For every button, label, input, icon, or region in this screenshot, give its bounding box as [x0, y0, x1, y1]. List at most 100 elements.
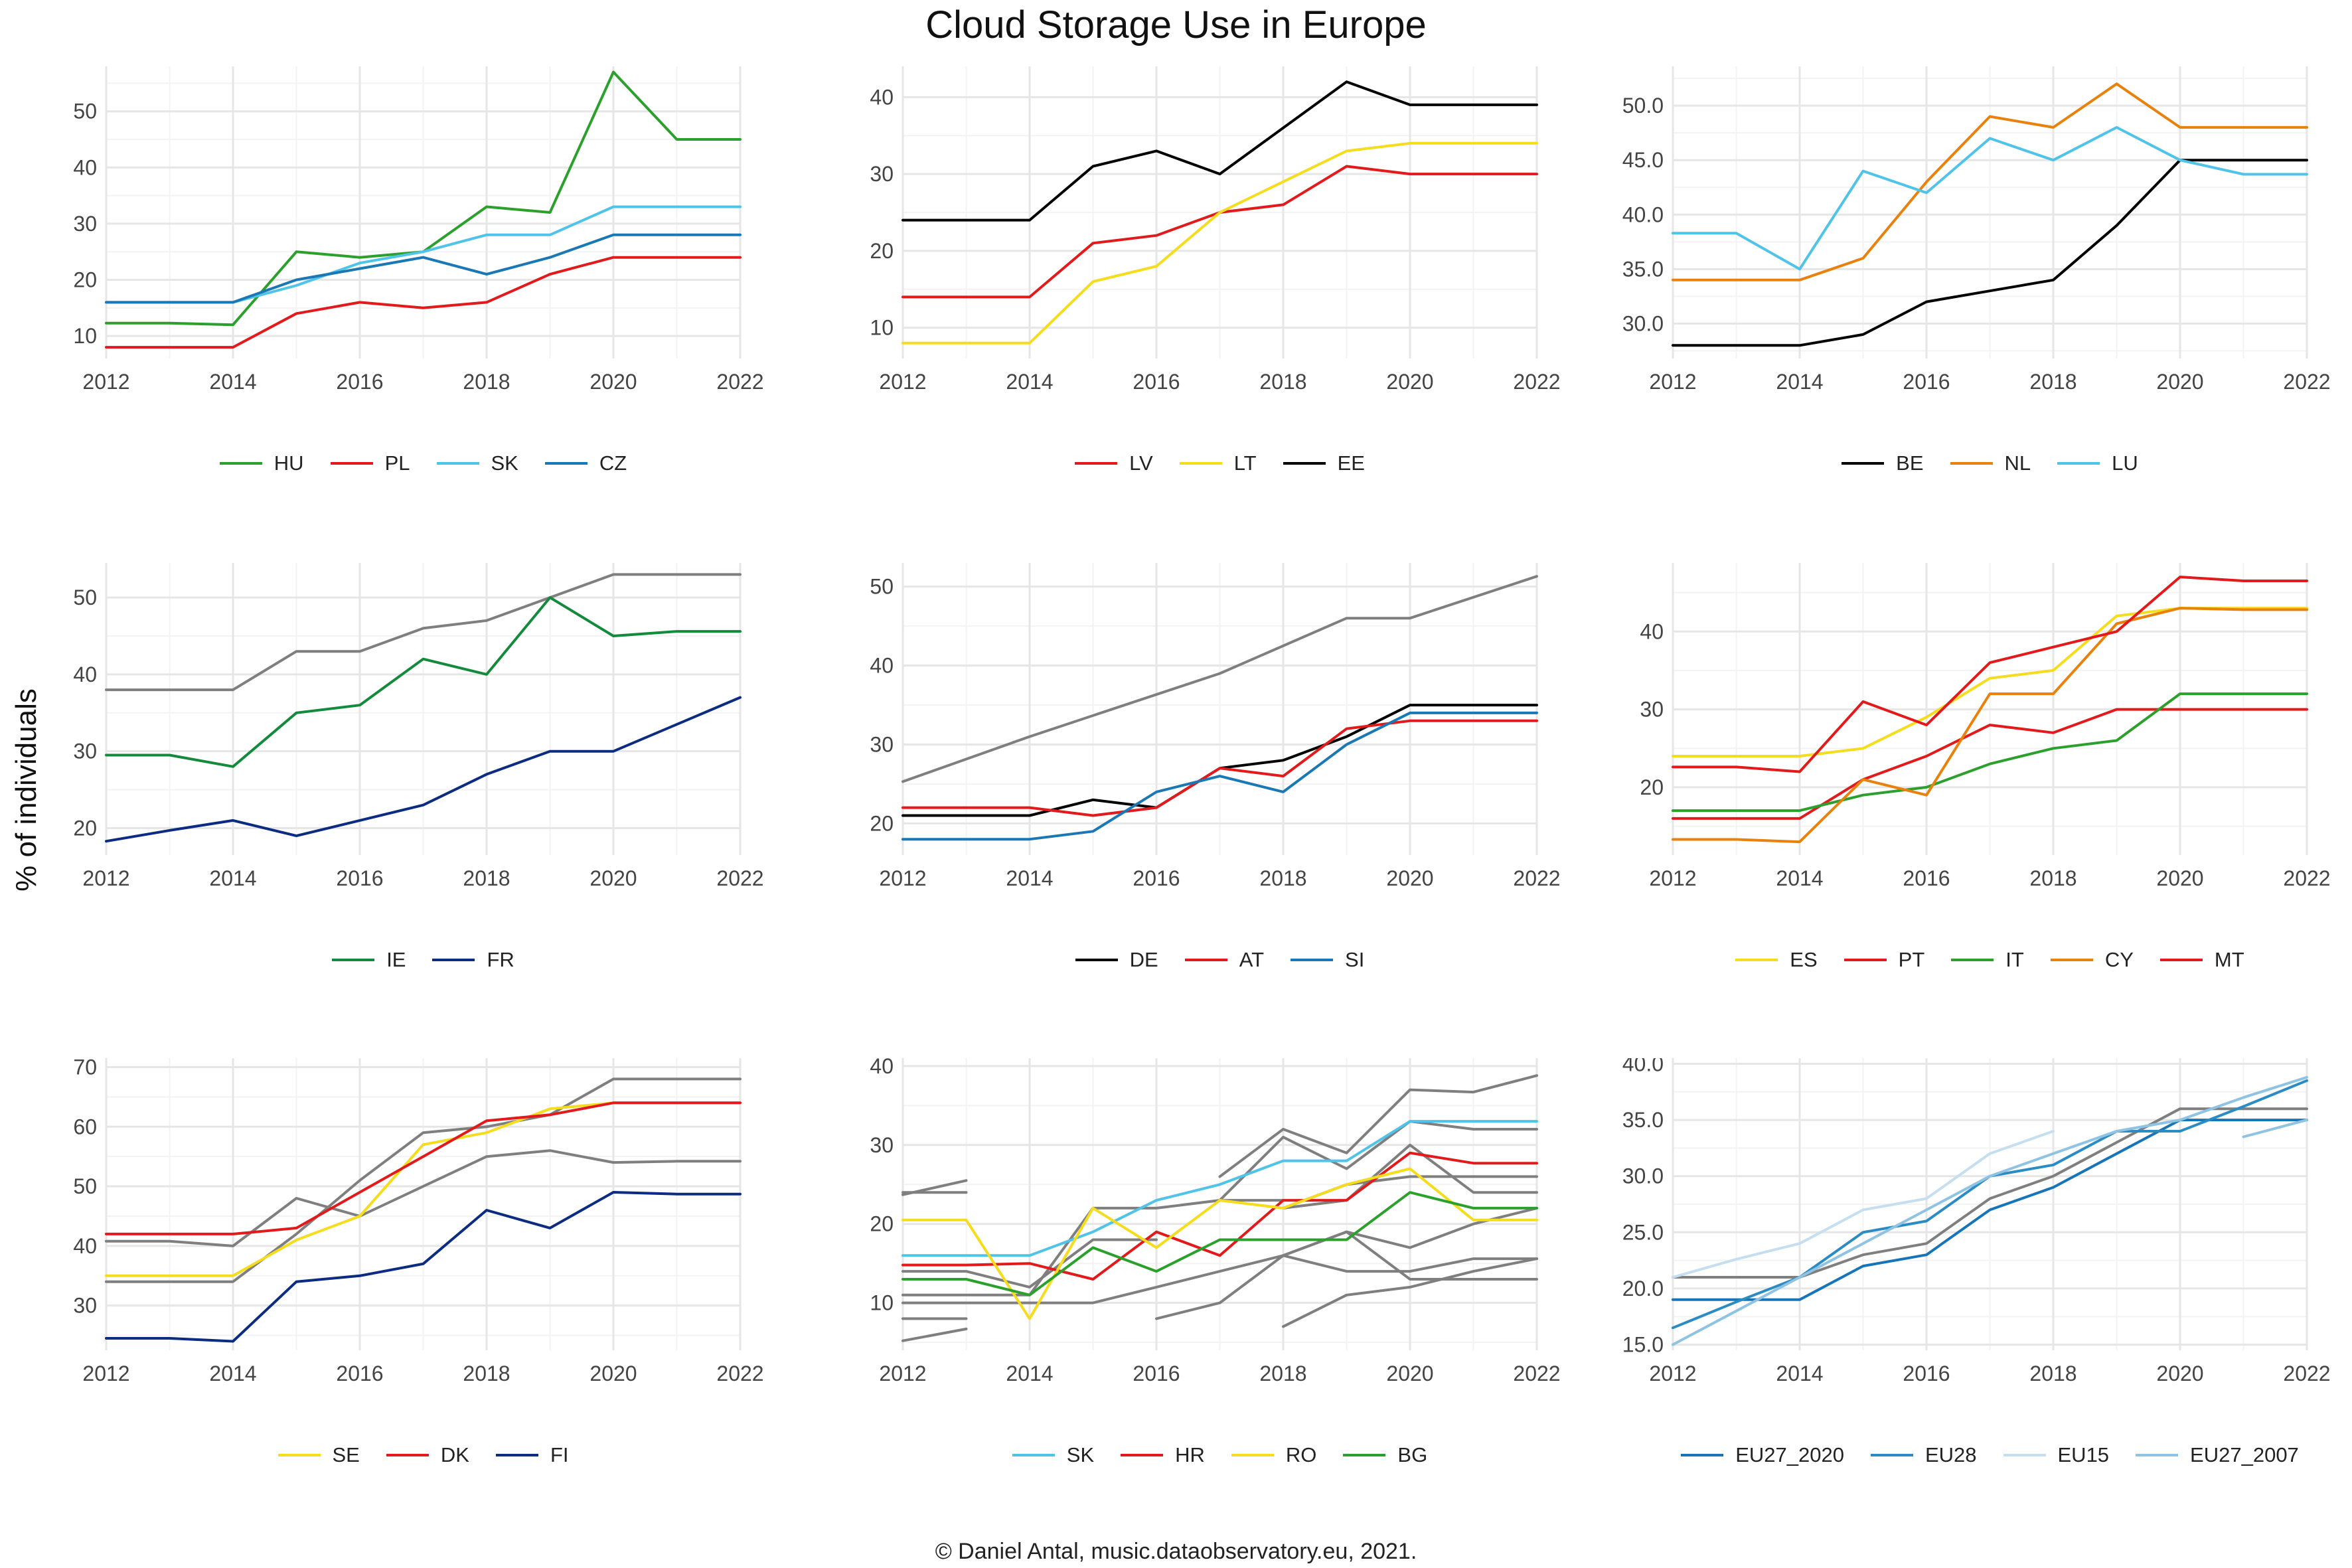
chart-panel-3: 2012 2014 2016 2018 2020 2022 30.0 35.0 40.0 45.0…	[1620, 66, 2352, 531]
x-tick-label: 2022	[1513, 1362, 1560, 1385]
legend-item: SE	[277, 1443, 360, 1467]
x-tick-label: 2020	[589, 1362, 637, 1385]
legend-key	[1842, 462, 1885, 465]
x-tick-label: 2022	[1513, 370, 1560, 394]
chart-svg-4: 2012 2014 2016 2018 2020 2022 20 30 40 50	[73, 563, 764, 890]
legend-label: IT	[2005, 948, 2024, 971]
y-tick-label: 20	[73, 268, 97, 292]
legend-label: EU15	[2057, 1443, 2110, 1466]
legend-label: SI	[1345, 948, 1365, 971]
legend-label: DE	[1129, 948, 1158, 971]
y-tick-label: 60	[73, 1115, 97, 1138]
legend-item: SI	[1291, 948, 1364, 972]
context-series-line	[902, 1238, 1158, 1289]
y-tick-label: 20	[73, 816, 97, 840]
legend-label: EU27_2007	[2190, 1443, 2299, 1466]
legend-item: AT	[1184, 948, 1264, 972]
y-tick-label: 35.0	[1622, 1108, 1664, 1132]
legend-label: ES	[1790, 948, 1818, 971]
legend-item: BG	[1343, 1443, 1427, 1467]
x-tick-label: 2014	[1006, 1362, 1053, 1385]
series-line-sk	[902, 1120, 1538, 1257]
legend-item: RO	[1231, 1443, 1316, 1467]
series-line-dk	[105, 1101, 742, 1235]
series-line-ie	[105, 596, 742, 768]
x-tick-label: 2022	[716, 1362, 763, 1385]
legend-item: MT	[2159, 948, 2244, 972]
y-tick-label: 30	[870, 162, 894, 186]
chart-panel-2: 2012 2014 2016 2018 2020 2022 10 20 30 40 LV LT EE	[850, 66, 1597, 531]
x-tick-label: 2018	[463, 370, 510, 394]
legend-key	[1184, 959, 1227, 961]
chart-panel-5: 2012 2014 2016 2018 2020 2022 20 30 40 50 DE AT SI	[850, 563, 1597, 1028]
y-tick-label: 20	[870, 239, 894, 263]
context-series-line	[902, 575, 1538, 783]
legend-key	[1291, 959, 1334, 961]
legend-label: CY	[2104, 948, 2134, 971]
legend-item: DE	[1075, 948, 1158, 972]
legend-item: EU15	[2003, 1443, 2110, 1467]
chart-svg-6: 2012 2014 2016 2018 2020 2022 20 30 40	[1640, 563, 2331, 890]
x-tick-label: 2018	[1259, 866, 1306, 890]
y-tick-label: 40	[73, 1234, 97, 1258]
legend: BE NL LU	[1660, 451, 2320, 475]
x-tick-label: 2020	[589, 866, 637, 890]
legend: IE FR	[93, 948, 753, 972]
legend-item: FI	[495, 1443, 569, 1467]
legend-item: PL	[330, 451, 410, 475]
legend-label: SK	[1066, 1443, 1095, 1466]
legend-item: ES	[1735, 948, 1818, 972]
legend-item: FR	[432, 948, 514, 972]
series-line-ee	[902, 80, 1538, 222]
page-title: Cloud Storage Use in Europe	[925, 3, 1427, 46]
series-line-hr	[902, 1151, 1538, 1281]
chart-svg-2: 2012 2014 2016 2018 2020 2022 10 20 30 40	[870, 66, 1561, 394]
series-line-pl	[105, 256, 742, 349]
legend-item: LV	[1075, 451, 1153, 475]
x-tick-label: 2014	[1006, 370, 1053, 394]
y-tick-label: 40.0	[1622, 1058, 1664, 1075]
caption: © Daniel Antal, music.dataobservatory.eu…	[935, 1539, 1417, 1564]
x-tick-label: 2020	[2156, 1362, 2203, 1385]
legend-label: EE	[1337, 451, 1365, 475]
x-tick-label: 2016	[1903, 370, 1950, 394]
legend: SE DK FI	[93, 1443, 753, 1467]
legend-label: FR	[487, 948, 514, 971]
x-tick-label: 2020	[1386, 866, 1433, 890]
chart-panel-9: 2012 2014 2016 2018 2020 2022 15.0 20.0 25.0 30.0…	[1620, 1058, 2352, 1523]
legend-label: LV	[1129, 451, 1153, 475]
series-line-lt	[902, 141, 1538, 345]
series-line-eu27_2020	[1672, 1119, 2308, 1301]
context-series-line	[1218, 1120, 1538, 1202]
legend-label: NL	[2004, 451, 2031, 475]
legend-key	[1283, 462, 1326, 465]
legend-key	[1951, 959, 1994, 961]
y-tick-label: 50	[73, 586, 97, 609]
chart-panel-7: 2012 2014 2016 2018 2020 2022 30 40 50 60 70 SE DK FI	[53, 1058, 800, 1523]
legend-item: EU27_2020	[1681, 1443, 1844, 1467]
y-tick-label: 40	[73, 663, 97, 686]
legend-item: DK	[386, 1443, 469, 1467]
context-series-line	[105, 1149, 742, 1247]
context-series-line	[1672, 1107, 2308, 1279]
legend-label: DK	[440, 1443, 469, 1466]
legend-item: HU	[219, 451, 304, 475]
series-line-mt	[1672, 576, 2308, 773]
y-tick-label: 25.0	[1622, 1220, 1664, 1244]
y-tick-label: 40	[870, 85, 894, 109]
legend-key	[2003, 1454, 2046, 1456]
y-tick-label: 20	[1640, 775, 1664, 799]
legend-key	[1343, 1454, 1386, 1456]
x-tick-label: 2014	[209, 370, 256, 394]
x-tick-label: 2018	[2029, 370, 2077, 394]
series-line-cz	[105, 233, 742, 304]
legend-key	[2050, 959, 2093, 961]
y-tick-label: 30	[870, 733, 894, 757]
legend-label: IE	[386, 948, 406, 971]
legend-label: FI	[550, 1443, 569, 1466]
legend-item: BE	[1842, 451, 1924, 475]
chart-panel-6: 2012 2014 2016 2018 2020 2022 20 30 40 ES PT IT CY MT	[1620, 563, 2352, 1028]
series-line-si	[902, 711, 1538, 841]
y-tick-label: 50	[870, 575, 894, 599]
series-line-fi	[105, 1191, 742, 1343]
